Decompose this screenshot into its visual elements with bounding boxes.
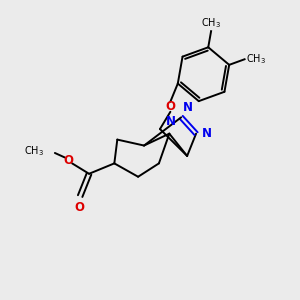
- Text: CH$_3$: CH$_3$: [201, 16, 221, 30]
- Text: N: N: [201, 127, 212, 140]
- Text: N: N: [183, 101, 193, 114]
- Text: O: O: [75, 200, 85, 214]
- Text: N: N: [166, 115, 176, 128]
- Text: CH$_3$: CH$_3$: [25, 145, 44, 158]
- Text: O: O: [165, 100, 176, 113]
- Text: CH$_3$: CH$_3$: [246, 52, 266, 66]
- Text: O: O: [63, 154, 73, 167]
